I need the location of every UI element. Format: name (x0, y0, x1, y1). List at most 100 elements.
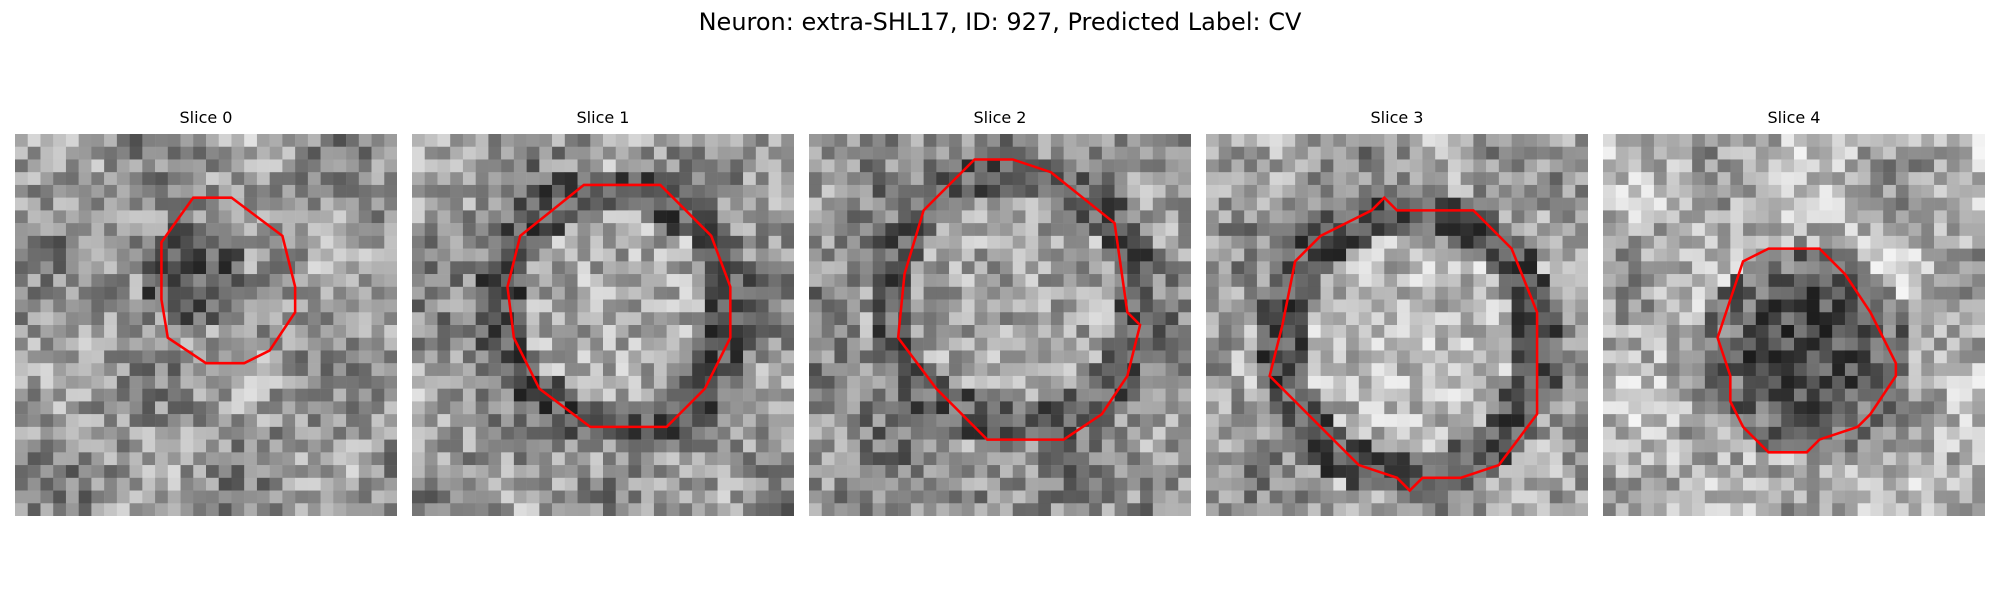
pixel (603, 210, 616, 224)
pixel (1743, 223, 1757, 237)
pixel (1603, 134, 1616, 147)
pixel (1883, 503, 1897, 516)
pixel (641, 426, 655, 440)
pixel (27, 465, 41, 479)
pixel (40, 337, 54, 351)
pixel (1704, 159, 1718, 173)
pixel (1012, 452, 1026, 466)
pixel (1397, 197, 1410, 211)
pixel (1307, 363, 1321, 377)
pixel (412, 439, 425, 453)
pixel (1244, 414, 1258, 428)
slice-image (809, 134, 1191, 516)
pixel (910, 465, 924, 479)
pixel (1946, 210, 1960, 224)
pixel (1089, 503, 1103, 516)
pixel (27, 375, 41, 389)
pixel (1972, 261, 1985, 275)
pixel (1832, 465, 1846, 479)
pixel (1165, 235, 1179, 249)
pixel (936, 350, 950, 364)
pixel (1307, 388, 1321, 402)
pixel (923, 172, 937, 186)
pixel (1025, 490, 1039, 504)
pixel (1371, 299, 1385, 313)
pixel (1178, 235, 1191, 249)
pixel (1895, 439, 1909, 453)
pixel (1781, 337, 1795, 351)
pixel (1666, 503, 1680, 516)
pixel (488, 223, 502, 237)
pixel (1206, 286, 1219, 300)
pixel (1743, 325, 1757, 338)
pixel (974, 325, 988, 338)
pixel (1511, 312, 1525, 326)
pixel (1768, 261, 1782, 275)
pixel (704, 325, 718, 338)
pixel (1295, 172, 1309, 186)
pixel (872, 223, 886, 237)
pixel (231, 452, 245, 466)
pixel (1000, 312, 1013, 326)
pixel (898, 172, 912, 186)
pixel (1397, 490, 1410, 504)
pixel (1524, 439, 1538, 453)
pixel (1050, 426, 1064, 440)
pixel (78, 235, 92, 249)
pixel (1307, 184, 1321, 198)
pixel (1908, 490, 1922, 504)
pixel (462, 363, 476, 377)
pixel (821, 235, 835, 249)
pixel (142, 274, 156, 288)
pixel (358, 325, 372, 338)
pixel (949, 325, 963, 338)
pixel (1946, 261, 1960, 275)
pixel (1959, 401, 1973, 415)
pixel (1409, 337, 1423, 351)
pixel (898, 197, 912, 211)
pixel (679, 172, 693, 186)
pixel (412, 452, 425, 466)
pixel (1346, 503, 1360, 516)
pixel (142, 325, 156, 338)
pixel (1178, 261, 1191, 275)
pixel (1256, 439, 1270, 453)
pixel (1435, 172, 1449, 186)
pixel (295, 261, 309, 275)
pixel (974, 172, 988, 186)
pixel (1755, 159, 1769, 173)
pixel (1755, 388, 1769, 402)
pixel (1256, 172, 1270, 186)
pixel (1628, 261, 1642, 275)
pixel (743, 414, 757, 428)
pixel (1857, 197, 1871, 211)
pixel (346, 210, 360, 224)
pixel (1422, 350, 1436, 364)
pixel (1089, 248, 1103, 262)
pixel (987, 490, 1001, 504)
pixel (781, 490, 794, 504)
pixel (1218, 414, 1232, 428)
pixel (1832, 350, 1846, 364)
pixel (244, 363, 258, 377)
pixel (412, 184, 425, 198)
pixel (1012, 172, 1026, 186)
pixel (653, 414, 667, 428)
pixel (1038, 401, 1052, 415)
pixel (1076, 197, 1090, 211)
pixel (1832, 325, 1846, 338)
pixel (1972, 388, 1985, 402)
pixel (1806, 375, 1820, 389)
pixel (1038, 312, 1052, 326)
pixel (488, 375, 502, 389)
pixel (1730, 299, 1744, 313)
pixel (475, 235, 489, 249)
pixel (1295, 299, 1309, 313)
pixel (781, 274, 794, 288)
pixel (167, 388, 181, 402)
pixel (1562, 210, 1576, 224)
pixel (1895, 350, 1909, 364)
pixel (885, 159, 899, 173)
pixel (193, 388, 207, 402)
pixel (1819, 414, 1833, 428)
